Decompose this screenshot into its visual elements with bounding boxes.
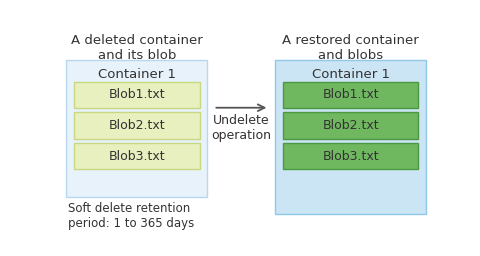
Bar <box>74 82 200 108</box>
Text: Undelete
operation: Undelete operation <box>211 114 271 142</box>
Text: Blob1.txt: Blob1.txt <box>322 88 379 101</box>
Bar <box>74 143 200 169</box>
Text: A deleted container
and its blob: A deleted container and its blob <box>71 34 203 62</box>
Text: Blob2.txt: Blob2.txt <box>322 119 379 132</box>
Bar <box>66 60 207 197</box>
Text: A restored container
and blobs: A restored container and blobs <box>282 34 419 62</box>
Text: Blob2.txt: Blob2.txt <box>108 119 165 132</box>
Bar <box>74 112 200 138</box>
FancyArrowPatch shape <box>216 104 264 111</box>
Text: Blob3.txt: Blob3.txt <box>108 150 165 163</box>
Bar <box>283 82 418 108</box>
Text: Soft delete retention
period: 1 to 365 days: Soft delete retention period: 1 to 365 d… <box>68 202 194 230</box>
Bar <box>283 143 418 169</box>
Text: Container 1: Container 1 <box>312 68 390 81</box>
Bar <box>276 60 426 214</box>
Text: Blob1.txt: Blob1.txt <box>108 88 165 101</box>
Bar <box>283 112 418 138</box>
Text: Blob3.txt: Blob3.txt <box>322 150 379 163</box>
Text: Container 1: Container 1 <box>98 68 176 81</box>
